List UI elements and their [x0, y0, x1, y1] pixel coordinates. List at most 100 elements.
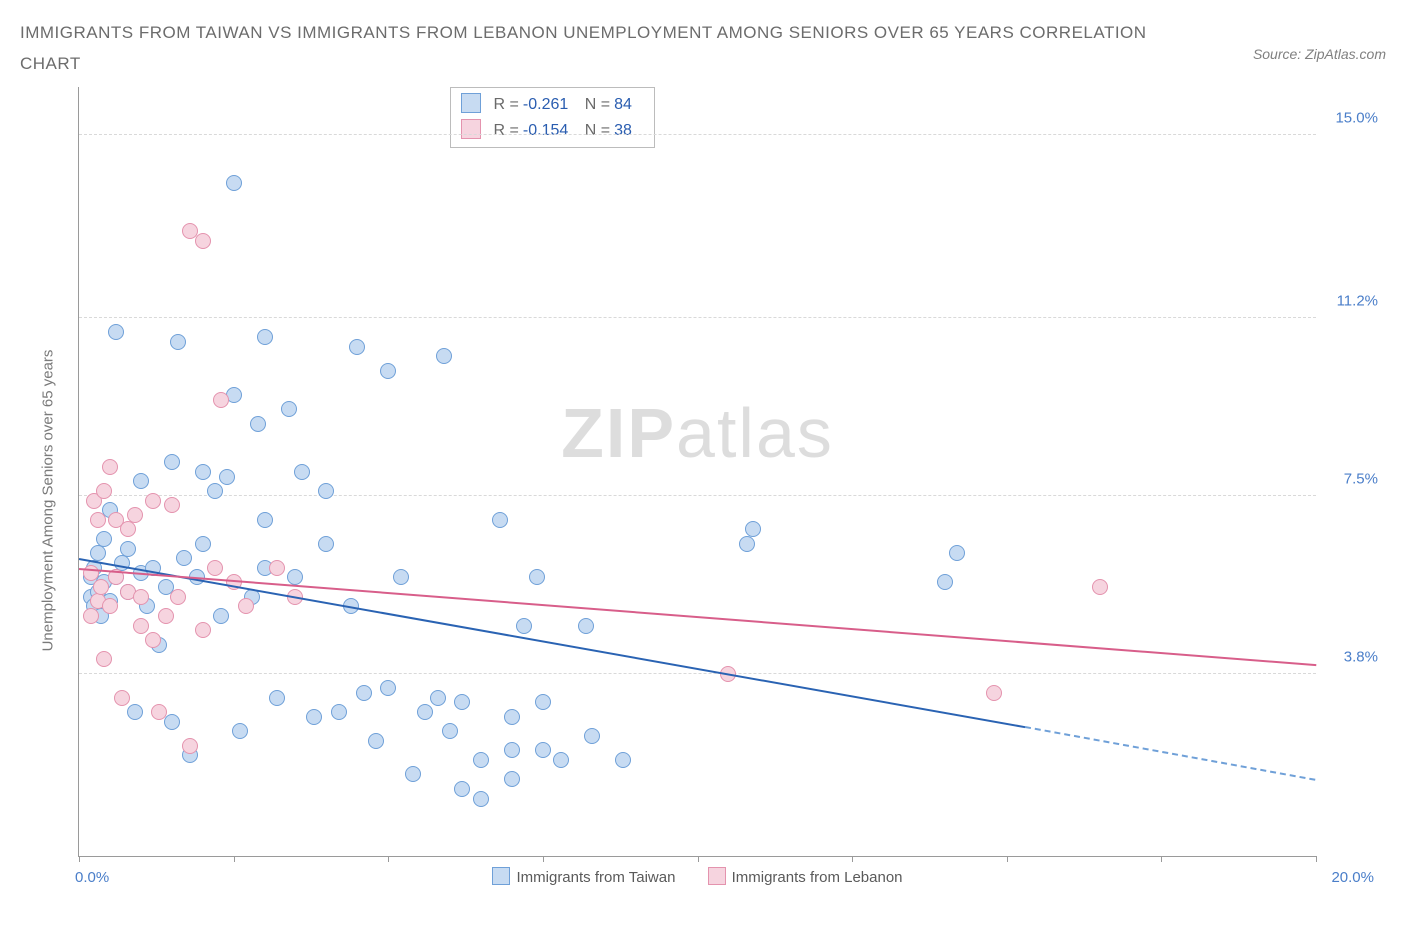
y-tick-label: 11.2%	[1337, 292, 1378, 309]
gridline	[79, 317, 1316, 318]
x-tick	[698, 856, 699, 862]
scatter-point	[90, 512, 106, 528]
scatter-point	[986, 685, 1002, 701]
correlation-chart: Unemployment Among Seniors over 65 years…	[20, 87, 1386, 897]
scatter-point	[170, 589, 186, 605]
scatter-point	[164, 497, 180, 513]
x-tick	[1161, 856, 1162, 862]
gridline	[79, 495, 1316, 496]
scatter-point	[393, 569, 409, 585]
x-tick	[388, 856, 389, 862]
scatter-point	[349, 339, 365, 355]
scatter-point	[473, 791, 489, 807]
source-attribution: Source: ZipAtlas.com	[1253, 46, 1386, 62]
scatter-point	[281, 401, 297, 417]
scatter-point	[318, 536, 334, 552]
scatter-point	[578, 618, 594, 634]
scatter-point	[584, 728, 600, 744]
scatter-point	[96, 531, 112, 547]
scatter-point	[102, 459, 118, 475]
scatter-point	[454, 781, 470, 797]
scatter-point	[158, 608, 174, 624]
legend-swatch-lebanon	[708, 867, 726, 885]
scatter-point	[114, 690, 130, 706]
gridline	[79, 134, 1316, 135]
scatter-point	[380, 680, 396, 696]
scatter-point	[516, 618, 532, 634]
scatter-point	[133, 473, 149, 489]
x-tick	[852, 856, 853, 862]
scatter-point	[405, 766, 421, 782]
scatter-point	[102, 598, 118, 614]
scatter-point	[529, 569, 545, 585]
scatter-point	[504, 771, 520, 787]
x-tick	[1007, 856, 1008, 862]
scatter-point	[120, 521, 136, 537]
scatter-point	[182, 738, 198, 754]
scatter-point	[133, 589, 149, 605]
scatter-point	[250, 416, 266, 432]
trend-line-extrapolated	[1025, 726, 1316, 781]
legend-swatch-taiwan	[492, 867, 510, 885]
scatter-point	[195, 233, 211, 249]
scatter-point	[90, 545, 106, 561]
scatter-point	[356, 685, 372, 701]
scatter-point	[226, 175, 242, 191]
scatter-point	[257, 512, 273, 528]
scatter-point	[108, 324, 124, 340]
y-tick-label: 15.0%	[1335, 110, 1378, 127]
scatter-point	[207, 560, 223, 576]
legend-bottom: Immigrants from Taiwan Immigrants from L…	[79, 867, 1316, 886]
scatter-point	[96, 651, 112, 667]
scatter-point	[745, 521, 761, 537]
scatter-point	[535, 694, 551, 710]
scatter-point	[306, 709, 322, 725]
scatter-point	[504, 709, 520, 725]
scatter-point	[219, 469, 235, 485]
trend-line	[79, 568, 1316, 666]
scatter-point	[287, 569, 303, 585]
watermark: ZIPatlas	[561, 393, 834, 473]
scatter-point	[195, 536, 211, 552]
stats-row-lebanon: R =-0.154 N =38	[461, 118, 644, 144]
scatter-point	[368, 733, 384, 749]
scatter-point	[949, 545, 965, 561]
scatter-point	[504, 742, 520, 758]
scatter-point	[195, 464, 211, 480]
scatter-point	[145, 632, 161, 648]
scatter-point	[294, 464, 310, 480]
scatter-point	[195, 622, 211, 638]
gridline	[79, 673, 1316, 674]
scatter-point	[492, 512, 508, 528]
legend-item-lebanon: Immigrants from Lebanon	[708, 869, 903, 886]
scatter-point	[739, 536, 755, 552]
scatter-point	[1092, 579, 1108, 595]
chart-title: IMMIGRANTS FROM TAIWAN VS IMMIGRANTS FRO…	[20, 18, 1170, 79]
scatter-point	[93, 579, 109, 595]
scatter-point	[553, 752, 569, 768]
scatter-point	[151, 704, 167, 720]
scatter-point	[535, 742, 551, 758]
scatter-point	[145, 493, 161, 509]
y-tick-label: 7.5%	[1344, 470, 1378, 487]
scatter-point	[232, 723, 248, 739]
x-axis-max-label: 20.0%	[1331, 869, 1374, 886]
swatch-lebanon	[461, 119, 481, 139]
scatter-point	[615, 752, 631, 768]
scatter-point	[380, 363, 396, 379]
scatter-point	[207, 483, 223, 499]
scatter-point	[83, 608, 99, 624]
scatter-point	[238, 598, 254, 614]
scatter-point	[213, 392, 229, 408]
y-axis-label: Unemployment Among Seniors over 65 years	[40, 350, 57, 652]
scatter-point	[96, 483, 112, 499]
x-tick	[543, 856, 544, 862]
scatter-point	[417, 704, 433, 720]
scatter-point	[269, 690, 285, 706]
scatter-point	[473, 752, 489, 768]
scatter-point	[164, 454, 180, 470]
scatter-point	[133, 618, 149, 634]
scatter-point	[436, 348, 452, 364]
scatter-point	[937, 574, 953, 590]
stats-row-taiwan: R =-0.261 N =84	[461, 92, 644, 118]
